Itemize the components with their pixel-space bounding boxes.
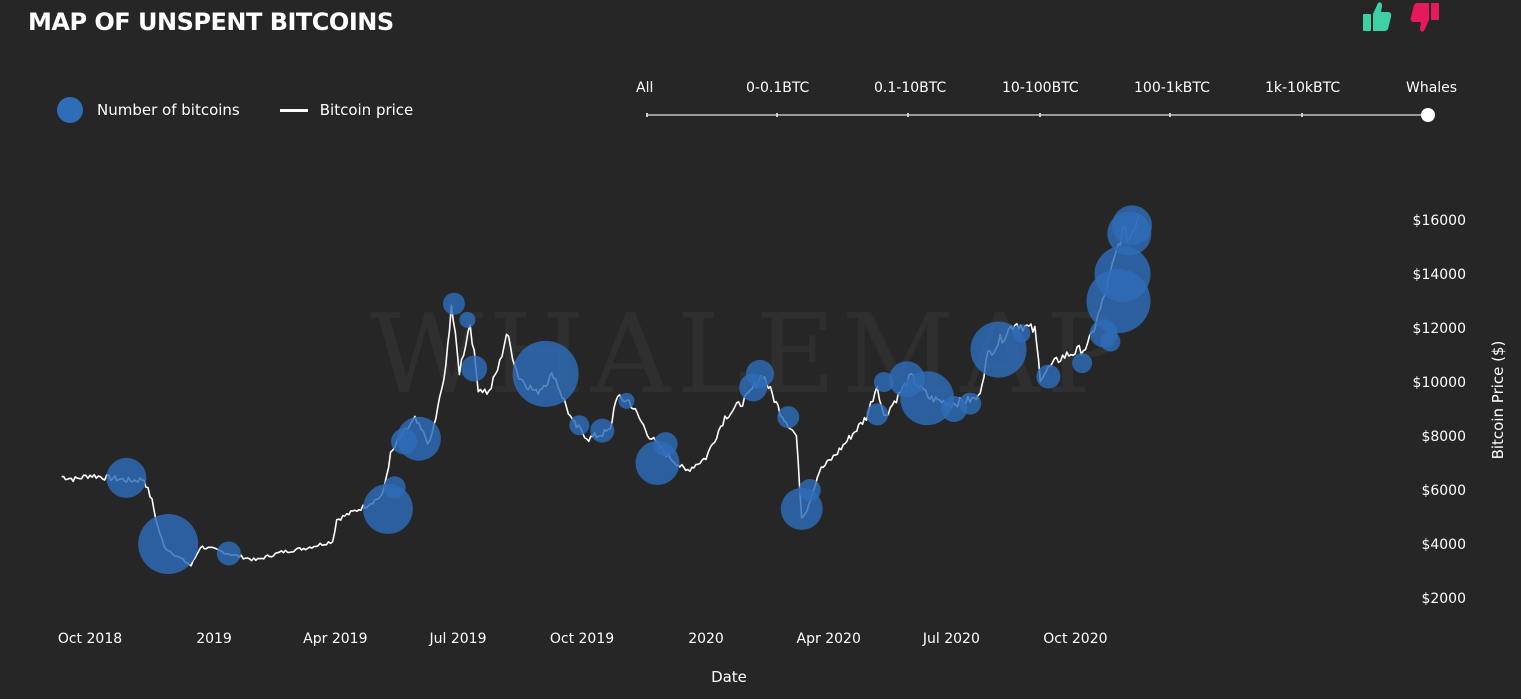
bitcoin-bubble <box>1072 353 1093 374</box>
y-tick-label: $14000 <box>1413 267 1466 283</box>
bitcoin-bubble <box>777 406 800 429</box>
thumbs-down-icon <box>1410 3 1439 32</box>
bitcoin-bubble <box>1036 364 1061 389</box>
y-tick-label: $6000 <box>1421 483 1466 499</box>
chart-legend: Number of bitcoins Bitcoin price <box>57 97 453 123</box>
filter-option-all[interactable]: All <box>636 80 654 96</box>
thumbs-up-button[interactable] <box>1360 0 1394 34</box>
bitcoin-bubble <box>459 311 476 328</box>
bitcoin-bubble <box>900 371 955 426</box>
bitcoin-bubble <box>866 403 889 426</box>
slider-tick <box>1169 113 1171 117</box>
bitcoin-bubble <box>138 514 199 574</box>
bitcoin-bubble <box>1100 331 1121 352</box>
y-tick-label: $8000 <box>1421 429 1466 445</box>
filter-option-0-0.1btc[interactable]: 0-0.1BTC <box>746 80 810 96</box>
legend-label: Bitcoin price <box>319 101 414 119</box>
bitcoin-bubble <box>590 418 615 443</box>
bitcoin-bubble <box>798 479 821 501</box>
x-tick-label: Jul 2019 <box>429 631 487 647</box>
slider-tick <box>907 113 909 117</box>
bitcoin-bubble <box>396 416 441 461</box>
bitcoin-bubble <box>618 392 635 409</box>
bitcoin-bubble <box>383 476 406 499</box>
slider-tick <box>1039 113 1041 117</box>
bitcoin-bubble <box>1012 324 1031 343</box>
legend-item-price[interactable]: Bitcoin price <box>279 101 414 119</box>
slider-handle[interactable] <box>1421 108 1435 122</box>
x-tick-label: Apr 2020 <box>797 631 861 647</box>
legend-item-bitcoins[interactable]: Number of bitcoins <box>57 97 240 123</box>
size-filter-slider[interactable]: All 0-0.1BTC 0.1-10BTC 10-100BTC 100-1kB… <box>636 80 1457 130</box>
bitcoin-bubble <box>1112 205 1153 246</box>
filter-option-100-1kbtc[interactable]: 100-1kBTC <box>1134 80 1210 96</box>
bitcoin-bubble <box>873 372 894 392</box>
bitcoin-bubble <box>959 392 982 415</box>
legend-circle-marker <box>57 97 83 123</box>
slider-tick <box>1301 113 1303 117</box>
bitcoin-bubble <box>653 432 678 457</box>
x-tick-label: Oct 2020 <box>1043 631 1107 647</box>
y-tick-label: $4000 <box>1421 537 1466 553</box>
bitcoin-bubble <box>569 415 590 436</box>
x-tick-label: 2019 <box>196 631 232 647</box>
x-tick-label: Jul 2020 <box>922 631 980 647</box>
filter-option-10-100btc[interactable]: 10-100BTC <box>1002 80 1079 96</box>
x-tick-label: 2020 <box>688 631 724 647</box>
slider-track[interactable] <box>646 114 1428 116</box>
x-axis-title: Date <box>711 668 747 686</box>
bitcoin-bubble <box>512 340 579 407</box>
bitcoin-bubble <box>442 292 465 315</box>
x-tick-label: Apr 2019 <box>303 631 367 647</box>
page-title: MAP OF UNSPENT BITCOINS <box>28 8 394 36</box>
slider-tick <box>776 113 778 117</box>
bitcoin-bubble <box>461 355 488 382</box>
price-line <box>61 214 1140 567</box>
slider-labels: All 0-0.1BTC 0.1-10BTC 10-100BTC 100-1kB… <box>636 80 1457 100</box>
y-tick-label: $2000 <box>1421 591 1466 607</box>
legend-label: Number of bitcoins <box>97 101 240 119</box>
bitcoin-bubble <box>106 457 147 498</box>
thumbs-up-icon <box>1363 2 1392 31</box>
legend-line-marker <box>279 108 308 112</box>
bitcoin-bubble <box>970 321 1027 378</box>
y-axis-title: Bitcoin Price ($) <box>1489 341 1507 460</box>
filter-option-1k-10kbtc[interactable]: 1k-10kBTC <box>1265 80 1341 96</box>
y-tick-label: $10000 <box>1413 375 1466 391</box>
y-tick-label: $16000 <box>1413 213 1466 229</box>
slider-tick <box>646 113 648 117</box>
bitcoin-bubble <box>216 541 241 566</box>
bitcoin-bubble <box>745 359 774 388</box>
thumbs-down-button[interactable] <box>1408 0 1442 34</box>
filter-option-whales[interactable]: Whales <box>1406 80 1458 96</box>
filter-option-0.1-10btc[interactable]: 0.1-10BTC <box>874 80 947 96</box>
bitcoin-bubble <box>1094 246 1151 302</box>
x-tick-label: Oct 2019 <box>550 631 614 647</box>
x-tick-label: Oct 2018 <box>58 631 122 647</box>
y-tick-label: $12000 <box>1413 321 1466 337</box>
